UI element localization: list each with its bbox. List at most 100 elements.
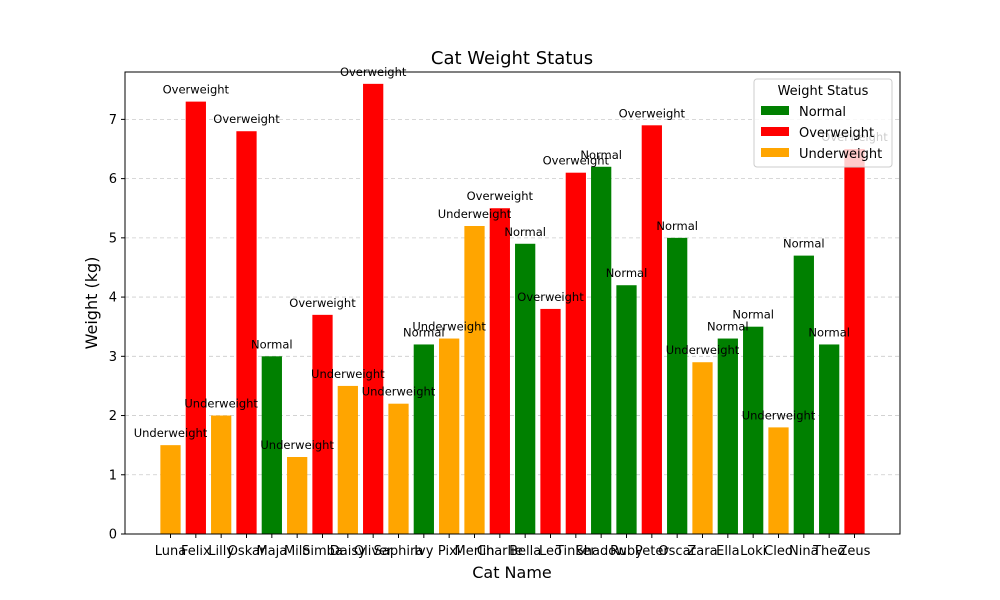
legend: Weight Status Normal Overweight Underwei… [753, 78, 893, 168]
x-tick-label: Felix [181, 544, 211, 559]
x-tick-label: Lilly [208, 544, 234, 559]
bar-simba [312, 314, 333, 534]
data-label-saphira: Underweight [362, 385, 436, 399]
chart-title: Cat Weight Status [431, 48, 593, 69]
data-label-bella: Normal [504, 225, 546, 239]
data-label-ella: Normal [707, 320, 749, 334]
legend-label-normal: Normal [799, 105, 846, 120]
y-tick-label: 5 [109, 231, 117, 246]
x-tick-label: Nina [789, 544, 819, 559]
x-tick-label: Simba [302, 544, 343, 559]
bar-cleo [768, 427, 789, 534]
data-label-simba: Overweight [289, 296, 356, 310]
x-tick-label: Pixi [438, 544, 460, 559]
bar-milo [287, 457, 308, 534]
bar-luna [160, 445, 181, 534]
bar-shadow [591, 166, 612, 534]
data-label-luna: Underweight [134, 426, 208, 440]
bar-theo [819, 344, 840, 534]
data-label-tinker: Overweight [543, 154, 610, 168]
data-label-ivy: Normal [403, 325, 445, 339]
x-tick-label: Ella [716, 544, 739, 559]
bar-peter [641, 125, 662, 535]
data-label-peter: Overweight [619, 106, 686, 120]
bar-oskar [236, 131, 257, 534]
data-label-milo: Underweight [260, 438, 334, 452]
legend-swatch-normal [761, 106, 789, 115]
bar-ruby [616, 285, 637, 534]
bar-zara [692, 362, 713, 534]
x-ticks: LunaFelixLillyOskarMajaMiloSimbaDaisyOli… [155, 534, 871, 559]
legend-box [753, 78, 893, 168]
bar-oliver [363, 83, 384, 534]
data-label-merlin: Underweight [438, 207, 512, 221]
x-tick-label: Peter [635, 544, 669, 559]
x-tick-label: Milo [284, 544, 310, 559]
x-axis-label: Cat Name [472, 563, 552, 582]
y-tick-label: 2 [109, 409, 117, 424]
x-tick-label: Saphira [374, 544, 424, 559]
plot-frame [124, 71, 901, 535]
data-label-maja: Normal [251, 337, 293, 351]
data-label-pixi: Underweight [412, 320, 486, 334]
data-label-ruby: Normal [606, 266, 648, 280]
x-tick-label: Zara [687, 544, 717, 559]
x-tick-label: Ruby [610, 544, 643, 559]
data-label-theo: Normal [808, 325, 850, 339]
bar-ella [717, 338, 738, 534]
bar-zeus [844, 149, 865, 534]
bar-nina [793, 255, 814, 534]
bar-bella [515, 243, 536, 534]
x-tick-label: Theo [812, 544, 845, 559]
x-tick-label: Tinker [555, 544, 596, 559]
bar-saphira [388, 403, 409, 534]
x-tick-label: Zeus [839, 544, 871, 559]
legend-swatch-underweight [761, 148, 789, 157]
data-label-lilly: Underweight [184, 397, 258, 411]
x-tick-label: Loki [740, 544, 766, 559]
data-label-daisy: Underweight [311, 367, 385, 381]
data-label-felix: Overweight [163, 83, 230, 97]
x-tick-label: Bella [509, 544, 541, 559]
bar-leo [540, 308, 561, 534]
x-tick-label: Leo [539, 544, 562, 559]
bar-tinker [565, 172, 586, 534]
x-tick-label: Daisy [330, 544, 366, 559]
x-tick-label: Cleo [764, 544, 793, 559]
data-label-leo: Overweight [517, 290, 584, 304]
y-tick-label: 6 [109, 172, 117, 187]
y-ticks: 0 1 2 3 4 5 6 7 [109, 113, 125, 543]
x-tick-label: Merlin [454, 544, 494, 559]
bar-loki [743, 326, 764, 534]
y-tick-label: 0 [109, 528, 117, 543]
legend-label-underweight: Underweight [799, 147, 882, 162]
y-tick-label: 1 [109, 468, 117, 483]
x-tick-label: Oscar [658, 544, 696, 559]
y-tick-label: 3 [109, 350, 117, 365]
x-tick-label: Luna [155, 544, 186, 559]
bar-maja [261, 356, 282, 534]
bar-ivy [413, 344, 434, 534]
x-tick-label: Maja [256, 544, 287, 559]
data-label-oscar: Normal [656, 219, 698, 233]
bar-charlie [489, 208, 510, 534]
x-tick-label: Charlie [477, 544, 523, 559]
y-tick-label: 4 [109, 291, 117, 306]
data-label-zara: Underweight [666, 343, 740, 357]
legend-label-overweight: Overweight [799, 126, 874, 141]
data-label-loki: Normal [732, 308, 774, 322]
y-axis-label: Weight (kg) [82, 257, 101, 350]
data-label-charlie: Overweight [467, 189, 534, 203]
bar-daisy [337, 385, 358, 534]
x-tick-label: Shadow [576, 544, 628, 559]
bar-pixi [439, 338, 460, 534]
legend-title: Weight Status [778, 84, 869, 99]
data-label-oskar: Overweight [213, 112, 280, 126]
x-tick-label: Oskar [228, 544, 266, 559]
data-label-cleo: Underweight [742, 408, 816, 422]
bar-lilly [211, 415, 232, 534]
legend-swatch-overweight [761, 127, 789, 136]
x-tick-label: Ivy [414, 544, 434, 559]
x-tick-label: Oliver [354, 544, 393, 559]
